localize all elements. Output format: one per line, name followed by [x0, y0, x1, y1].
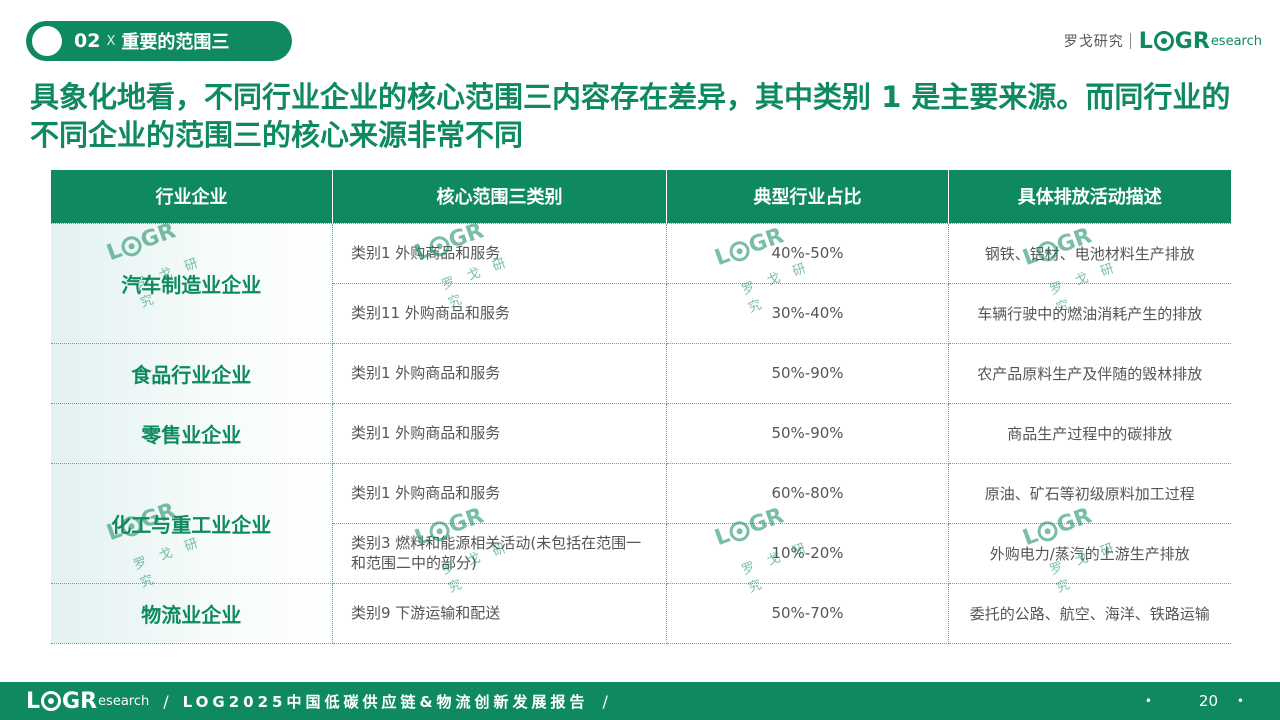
footer-slash: / [163, 691, 169, 711]
table-row: 物流业企业 类别9 下游运输和配送 50%-70% 委托的公路、航空、海洋、铁路… [50, 582, 1231, 644]
brand-header: 罗戈研究 L G R esearch [1064, 26, 1262, 56]
brand-divider [1129, 33, 1131, 49]
category-cell: 类别11 外购商品和服务 [332, 282, 667, 344]
activity-cell: 农产品原料生产及伴随的毁林排放 [948, 342, 1231, 404]
footer-dot: • [1236, 694, 1244, 708]
page-number: 20 [1198, 692, 1218, 710]
logo-letter-l: L [1138, 28, 1153, 54]
footer-report-title: LOG2025中国低碳供应链&物流创新发展报告 [182, 692, 589, 711]
footer-logo-letter-l: L [26, 688, 41, 714]
section-separator: X [106, 33, 116, 49]
footer-logo-letter-r: R [80, 688, 98, 714]
logo-letter-g: G [1174, 28, 1193, 54]
brand-logo: L G R esearch [1139, 29, 1262, 54]
share-cell: 60%-80% [666, 462, 949, 524]
header-industry: 行业企业 [50, 170, 333, 223]
footer-logo-letter-g: G [62, 688, 81, 714]
category-cell: 类别9 下游运输和配送 [332, 582, 667, 644]
header-activity: 具体排放活动描述 [948, 170, 1231, 223]
pill-dot-icon [32, 26, 62, 56]
activity-cell: 外购电力/蒸汽的上游生产排放 [948, 522, 1231, 584]
table-row: 类别3 燃料和能源相关活动(未包括在范围一和范围二中的部分) 10%-20% 外… [51, 522, 1231, 584]
activity-cell: 车辆行驶中的燃油消耗产生的排放 [948, 282, 1231, 344]
share-cell: 50%-70% [666, 582, 949, 644]
footer-logo-ring-icon [41, 691, 62, 711]
industry-cell: 汽车制造业企业 [50, 222, 333, 344]
category-cell: 类别1 外购商品和服务 [332, 402, 667, 464]
activity-cell: 原油、矿石等初级原料加工过程 [948, 462, 1231, 524]
header-share: 典型行业占比 [666, 170, 949, 223]
category-cell: 类别1 外购商品和服务 [332, 222, 667, 284]
share-cell: 50%-90% [666, 342, 949, 404]
section-pill: 02 X 重要的范围三 [26, 21, 292, 61]
activity-cell: 商品生产过程中的碳排放 [948, 402, 1231, 464]
table-header-row: 行业企业 核心范围三类别 典型行业占比 具体排放活动描述 [50, 170, 1231, 223]
table-row: 零售业企业 类别1 外购商品和服务 50%-90% 商品生产过程中的碳排放 [50, 402, 1231, 464]
table-row: 食品行业企业 类别1 外购商品和服务 50%-90% 农产品原料生产及伴随的毁林… [50, 342, 1231, 404]
page-footer: L G R esearch / LOG2025中国低碳供应链&物流创新发展报告 … [0, 682, 1280, 720]
page-headline: 具象化地看，不同行业企业的核心范围三内容存在差异，其中类别 1 是主要来源。而同… [30, 80, 1231, 152]
industry-cell: 化工与重工业企业 [50, 462, 333, 584]
share-cell: 30%-40% [666, 282, 949, 344]
table-row: 汽车制造业企业 类别1 外购商品和服务 40%-50% 钢铁、铝材、电池材料生产… [50, 222, 1231, 344]
industry-cell: 物流业企业 [50, 582, 333, 644]
footer-dot: • [1144, 694, 1152, 708]
section-number: 02 [74, 30, 101, 52]
category-cell: 类别1 外购商品和服务 [332, 462, 667, 524]
brand-name: 罗戈研究 [1063, 34, 1124, 50]
industry-cell: 食品行业企业 [50, 342, 333, 404]
activity-cell: 钢铁、铝材、电池材料生产排放 [948, 222, 1231, 284]
logo-ring-icon [1153, 31, 1174, 51]
share-cell: 10%-20% [666, 522, 949, 584]
activity-cell: 委托的公路、航空、海洋、铁路运输 [948, 582, 1231, 644]
footer-logo: L G R esearch [26, 689, 149, 714]
header-category: 核心范围三类别 [332, 170, 667, 223]
scope3-table: 行业企业 核心范围三类别 典型行业占比 具体排放活动描述 汽车制造业企业 类别1… [50, 170, 1231, 644]
table-row: 化工与重工业企业 类别1 外购商品和服务 60%-80% 原油、矿石等初级原料加… [50, 462, 1231, 584]
category-cell: 类别1 外购商品和服务 [332, 342, 667, 404]
logo-letter-r: R [1192, 28, 1210, 54]
share-cell: 40%-50% [666, 222, 949, 284]
footer-logo-suffix: esearch [98, 693, 150, 709]
industry-cell: 零售业企业 [50, 402, 333, 464]
section-title: 重要的范围三 [121, 32, 230, 53]
share-cell: 50%-90% [666, 402, 949, 464]
category-cell: 类别3 燃料和能源相关活动(未包括在范围一和范围二中的部分) [332, 522, 667, 584]
footer-slash: / [602, 691, 608, 711]
logo-suffix: esearch [1210, 33, 1262, 49]
